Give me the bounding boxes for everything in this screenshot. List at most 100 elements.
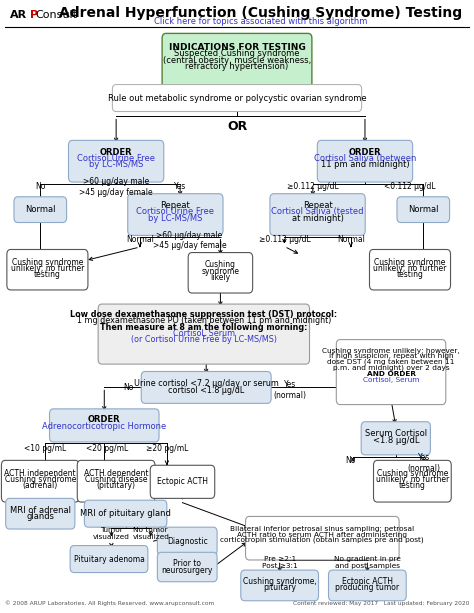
- Text: Click here for topics associated with this algorithm: Click here for topics associated with th…: [154, 17, 367, 26]
- FancyBboxPatch shape: [141, 371, 271, 403]
- FancyBboxPatch shape: [162, 33, 312, 89]
- Text: unlikely; no further: unlikely; no further: [11, 264, 84, 273]
- Text: Cushing disease: Cushing disease: [85, 475, 147, 484]
- Text: Cortisol Saliva (between: Cortisol Saliva (between: [314, 154, 416, 162]
- Text: Cushing: Cushing: [205, 261, 236, 269]
- Text: Adrenal Hyperfunction (Cushing Syndrome) Testing: Adrenal Hyperfunction (Cushing Syndrome)…: [59, 7, 462, 20]
- Text: Bilateral inferior petrosal sinus sampling; petrosal: Bilateral inferior petrosal sinus sampli…: [230, 526, 414, 532]
- Text: Ectopic ACTH: Ectopic ACTH: [342, 577, 393, 585]
- Text: by LC-MS/MS: by LC-MS/MS: [89, 160, 143, 169]
- Text: Content reviewed: May 2017   Last updated: February 2020: Content reviewed: May 2017 Last updated:…: [293, 601, 469, 606]
- Text: (or Cortisol Urine Free by LC-MS/MS): (or Cortisol Urine Free by LC-MS/MS): [131, 335, 277, 344]
- Text: (pituitary): (pituitary): [97, 481, 136, 490]
- FancyBboxPatch shape: [49, 409, 159, 442]
- Text: OR: OR: [227, 120, 247, 133]
- Text: neurosurgery: neurosurgery: [162, 566, 213, 574]
- Text: producing tumor: producing tumor: [335, 583, 400, 592]
- Text: MRI of adrenal: MRI of adrenal: [10, 506, 71, 514]
- Text: likely: likely: [210, 273, 230, 282]
- Text: Cushing syndrome unlikely; however,: Cushing syndrome unlikely; however,: [322, 348, 460, 354]
- Text: ORDER: ORDER: [100, 148, 132, 156]
- Text: Repeat: Repeat: [303, 201, 332, 210]
- Text: ACTH ratio to serum ACTH after administering: ACTH ratio to serum ACTH after administe…: [237, 531, 407, 538]
- Text: Cortisol Saliva (tested: Cortisol Saliva (tested: [271, 207, 364, 216]
- Text: Yes
(normal): Yes (normal): [273, 380, 307, 400]
- Text: ACTH independent: ACTH independent: [4, 469, 76, 478]
- Text: <20 pg/mL: <20 pg/mL: [85, 444, 128, 453]
- FancyBboxPatch shape: [157, 552, 217, 582]
- Text: Cortisol, Serum: Cortisol, Serum: [363, 377, 419, 383]
- Text: ≥20 pg/mL: ≥20 pg/mL: [146, 444, 188, 453]
- FancyBboxPatch shape: [98, 304, 310, 364]
- FancyBboxPatch shape: [1, 460, 79, 502]
- Text: Normal: Normal: [25, 205, 55, 214]
- FancyBboxPatch shape: [328, 570, 406, 601]
- Text: by LC-MS/MS: by LC-MS/MS: [148, 214, 202, 223]
- FancyBboxPatch shape: [7, 249, 88, 290]
- Text: Ectopic ACTH: Ectopic ACTH: [157, 478, 208, 486]
- Text: Cortisol Urine Free: Cortisol Urine Free: [137, 207, 214, 216]
- Text: AND ORDER: AND ORDER: [366, 371, 416, 377]
- Text: No: No: [346, 457, 356, 465]
- Text: Pituitary adenoma: Pituitary adenoma: [73, 555, 145, 563]
- Text: Rule out metabolic syndrome or polycystic ovarian syndrome: Rule out metabolic syndrome or polycysti…: [108, 94, 366, 102]
- Text: No tumor
visualized: No tumor visualized: [132, 527, 169, 540]
- FancyBboxPatch shape: [14, 197, 66, 223]
- FancyBboxPatch shape: [318, 140, 412, 182]
- Text: Normal: Normal: [408, 205, 438, 214]
- FancyBboxPatch shape: [128, 194, 223, 235]
- Text: Consult: Consult: [36, 10, 78, 20]
- FancyBboxPatch shape: [6, 498, 75, 529]
- Text: testing: testing: [399, 481, 426, 490]
- Text: P: P: [30, 10, 38, 20]
- FancyBboxPatch shape: [188, 253, 253, 293]
- Text: Repeat: Repeat: [161, 201, 190, 210]
- Text: >60 μg/day male
>45 μg/day female: >60 μg/day male >45 μg/day female: [153, 230, 227, 250]
- FancyBboxPatch shape: [150, 465, 215, 498]
- FancyBboxPatch shape: [84, 500, 167, 527]
- Text: Prior to: Prior to: [173, 559, 201, 568]
- Text: <1.8 μg/dL: <1.8 μg/dL: [373, 436, 419, 444]
- Text: pituitary: pituitary: [263, 583, 296, 592]
- Text: >60 μg/day male
>45 μg/day female: >60 μg/day male >45 μg/day female: [79, 177, 153, 197]
- Text: ACTH dependent: ACTH dependent: [84, 469, 148, 478]
- Text: refractory hypertension): refractory hypertension): [185, 63, 289, 71]
- FancyBboxPatch shape: [112, 85, 362, 112]
- FancyBboxPatch shape: [361, 422, 430, 455]
- Text: MRI of pituitary gland: MRI of pituitary gland: [80, 509, 171, 518]
- Text: Urine cortisol <7.2 μg/day or serum: Urine cortisol <7.2 μg/day or serum: [134, 379, 279, 388]
- Text: Yes
(normal): Yes (normal): [408, 453, 441, 473]
- Text: Serum Cortisol: Serum Cortisol: [365, 429, 427, 438]
- Text: ≥0.112 μg/dL: ≥0.112 μg/dL: [287, 183, 339, 191]
- Text: Cushing syndrome: Cushing syndrome: [12, 258, 83, 267]
- Text: dose DST (4 mg taken between 11: dose DST (4 mg taken between 11: [328, 359, 455, 365]
- FancyBboxPatch shape: [77, 460, 155, 502]
- Text: cortisol <1.8 μg/dL: cortisol <1.8 μg/dL: [168, 386, 244, 395]
- Text: <10 pg/mL: <10 pg/mL: [24, 444, 66, 453]
- Text: AR: AR: [10, 10, 27, 20]
- Text: Normal: Normal: [126, 235, 154, 243]
- Text: p.m. and midnight) over 2 days: p.m. and midnight) over 2 days: [333, 365, 449, 371]
- Text: Low dose dexamethasone suppression test (DST) protocol:: Low dose dexamethasone suppression test …: [70, 310, 337, 319]
- Text: Adrenocorticotropic Hormone: Adrenocorticotropic Hormone: [42, 422, 166, 430]
- FancyBboxPatch shape: [157, 527, 217, 555]
- Text: at midnight): at midnight): [292, 214, 344, 223]
- Text: <0.112 μg/dL: <0.112 μg/dL: [384, 183, 436, 191]
- Text: Yes: Yes: [174, 183, 186, 191]
- Text: testing: testing: [34, 270, 61, 279]
- Text: Suspected Cushing syndrome: Suspected Cushing syndrome: [174, 50, 300, 58]
- FancyBboxPatch shape: [270, 194, 365, 235]
- Text: (central obesity, muscle weakness,: (central obesity, muscle weakness,: [163, 56, 311, 64]
- Text: unlikely, no further: unlikely, no further: [376, 475, 449, 484]
- Text: unlikely; no further: unlikely; no further: [374, 264, 447, 273]
- Text: © 2008 ARUP Laboratories. All Rights Reserved. www.arupconsult.com: © 2008 ARUP Laboratories. All Rights Res…: [5, 600, 214, 606]
- Text: No gradient in pre
and post samples: No gradient in pre and post samples: [334, 556, 401, 569]
- Text: ORDER: ORDER: [88, 416, 120, 424]
- Text: Then measure at 8 am the following morning:: Then measure at 8 am the following morni…: [100, 323, 308, 332]
- Text: 11 pm and midnight): 11 pm and midnight): [321, 160, 409, 169]
- Text: 1 mg dexamethasone PO (taken between 11 pm and midnight): 1 mg dexamethasone PO (taken between 11 …: [77, 316, 331, 325]
- Text: Normal: Normal: [337, 235, 365, 243]
- FancyBboxPatch shape: [397, 197, 449, 223]
- Text: if high suspicion, repeat with high: if high suspicion, repeat with high: [329, 353, 453, 359]
- Text: Pre ≥2:1
Post ≥3:1: Pre ≥2:1 Post ≥3:1: [262, 556, 298, 569]
